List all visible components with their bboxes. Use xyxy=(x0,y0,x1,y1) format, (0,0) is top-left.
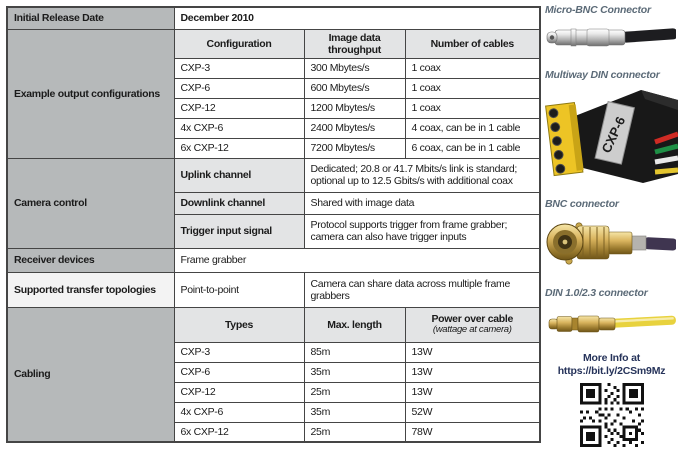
cell-trigger-input-value: Protocol supports trigger from frame gra… xyxy=(303,213,541,249)
cell-configuration: CXP-6 xyxy=(173,77,305,99)
table-row: Example output configurations Configurat… xyxy=(6,28,541,159)
micro-bnc-connector-label: Micro-BNC Connector xyxy=(545,4,651,16)
cell-configuration: CXP-12 xyxy=(173,97,305,119)
table-row: 4x CXP-6 35m 52W xyxy=(7,401,541,423)
table-row: Downlink channel Shared with image data xyxy=(7,191,541,215)
table-row: CXP-3 300 Mbytes/s 1 coax xyxy=(7,57,541,79)
multiway-din-connector-photo: CXP-6 xyxy=(545,90,678,183)
cell-downlink-channel-label: Downlink channel xyxy=(173,191,305,215)
cell-cable-type: 6x CXP-12 xyxy=(173,421,305,443)
din-1023-connector-label: DIN 1.0/2.3 connector xyxy=(545,287,648,299)
cell-max-length: 35m xyxy=(303,401,406,423)
col-header-number-of-cables: Number of cables xyxy=(404,28,541,59)
table-row: Cabling Types Max. length Power over cab… xyxy=(6,306,541,443)
table-row: Initial Release Date December 2010 xyxy=(6,6,541,30)
power-over-cable-title: Power over cable xyxy=(431,313,514,326)
cell-cable-type: 4x CXP-6 xyxy=(173,401,305,423)
table-row: CXP-6 35m 13W xyxy=(7,361,541,383)
row-header-output-configurations: Example output configurations xyxy=(6,28,175,159)
multiway-din-connector-label: Multiway DIN connector xyxy=(545,69,660,81)
col-header-power-over-cable: Power over cable (wattage at camera) xyxy=(404,306,541,343)
cell-cables: 1 coax xyxy=(404,97,541,119)
power-over-cable-note: (wattage at camera) xyxy=(432,324,512,336)
table-row: Supported transfer topologies Point-to-p… xyxy=(6,271,541,308)
row-header-transfer-topologies: Supported transfer topologies xyxy=(6,271,175,308)
cell-uplink-channel-value: Dedicated; 20.8 or 41.7 Mbits/s link is … xyxy=(303,157,541,193)
cell-throughput: 300 Mbytes/s xyxy=(303,57,406,79)
cell-cable-type: CXP-12 xyxy=(173,381,305,403)
cell-topology-value: Point-to-point xyxy=(173,271,305,308)
cell-max-length: 25m xyxy=(303,421,406,443)
cell-cable-type: CXP-6 xyxy=(173,361,305,383)
micro-bnc-connector-photo xyxy=(546,28,676,47)
cell-configuration: 6x CXP-12 xyxy=(173,137,305,159)
cell-configuration: CXP-3 xyxy=(173,57,305,79)
col-header-max-length: Max. length xyxy=(303,306,406,343)
cell-uplink-channel-label: Uplink channel xyxy=(173,157,305,193)
row-header-cabling: Cabling xyxy=(6,306,175,443)
cell-cables: 4 coax, can be in 1 cable xyxy=(404,117,541,139)
table-row: 6x CXP-12 25m 78W xyxy=(7,421,541,443)
cell-power: 13W xyxy=(404,381,541,403)
more-info-text: More Info at https://bit.ly/2CSm9Mz xyxy=(545,352,678,378)
cell-max-length: 85m xyxy=(303,341,406,363)
bnc-connector-label: BNC connector xyxy=(545,198,619,210)
table-row: CXP-6 600 Mbytes/s 1 coax xyxy=(7,77,541,99)
cell-cable-type: CXP-3 xyxy=(173,341,305,363)
cell-throughput: 2400 Mbytes/s xyxy=(303,117,406,139)
cell-throughput: 1200 Mbytes/s xyxy=(303,97,406,119)
cell-configuration: 4x CXP-6 xyxy=(173,117,305,139)
cell-receiver-devices-value: Frame grabber xyxy=(173,247,541,273)
initial-release-value: December 2010 xyxy=(173,6,541,30)
cell-max-length: 35m xyxy=(303,361,406,383)
more-info-url: https://bit.ly/2CSm9Mz xyxy=(557,365,666,377)
cell-power: 52W xyxy=(404,401,541,423)
row-header-camera-control: Camera control xyxy=(6,157,175,249)
spec-table: Initial Release Date December 2010 Examp… xyxy=(6,6,542,443)
table-row: 4x CXP-6 2400 Mbytes/s 4 coax, can be in… xyxy=(7,117,541,139)
cell-topology-note: Camera can share data across multiple fr… xyxy=(303,271,541,308)
row-header-receiver-devices: Receiver devices xyxy=(6,247,175,273)
more-info-line1: More Info at xyxy=(582,352,641,364)
cell-trigger-input-label: Trigger input signal xyxy=(173,213,305,249)
cell-max-length: 25m xyxy=(303,381,406,403)
cell-cables: 6 coax, can be in 1 cable xyxy=(404,137,541,159)
col-header-configuration: Configuration xyxy=(173,28,305,59)
table-row: 6x CXP-12 7200 Mbytes/s 6 coax, can be i… xyxy=(7,137,541,159)
din-1023-connector-photo xyxy=(548,315,676,333)
table-row: Receiver devices Frame grabber xyxy=(6,247,541,273)
cell-downlink-channel-value: Shared with image data xyxy=(303,191,541,215)
cell-throughput: 7200 Mbytes/s xyxy=(303,137,406,159)
row-header-initial-release-date: Initial Release Date xyxy=(6,6,175,30)
cell-cables: 1 coax xyxy=(404,57,541,79)
cell-cables: 1 coax xyxy=(404,77,541,99)
cell-power: 13W xyxy=(404,341,541,363)
cell-power: 13W xyxy=(404,361,541,383)
qr-code xyxy=(579,383,644,447)
cell-power: 78W xyxy=(404,421,541,443)
table-row: Trigger input signal Protocol supports t… xyxy=(7,213,541,249)
connector-sidebar: Micro-BNC Connector Multiway DIN connect… xyxy=(545,2,678,452)
table-row: Camera control Uplink channel Dedicated;… xyxy=(6,157,541,249)
bnc-connector-photo xyxy=(546,222,676,265)
col-header-types: Types xyxy=(173,306,305,343)
col-header-image-data-throughput: Image data throughput xyxy=(303,28,406,59)
cell-throughput: 600 Mbytes/s xyxy=(303,77,406,99)
